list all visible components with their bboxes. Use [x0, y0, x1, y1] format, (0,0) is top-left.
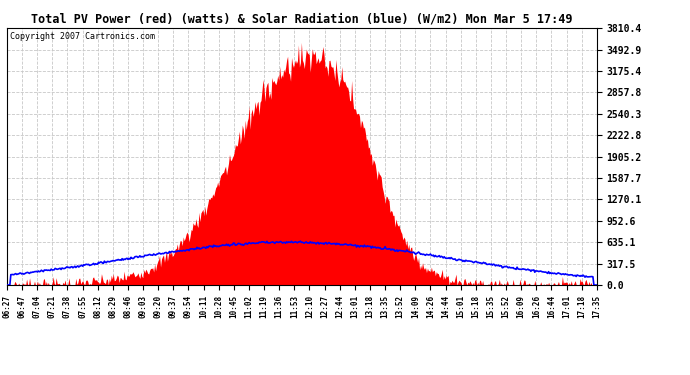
- Text: Copyright 2007 Cartronics.com: Copyright 2007 Cartronics.com: [10, 32, 155, 41]
- Title: Total PV Power (red) (watts) & Solar Radiation (blue) (W/m2) Mon Mar 5 17:49: Total PV Power (red) (watts) & Solar Rad…: [31, 13, 573, 26]
